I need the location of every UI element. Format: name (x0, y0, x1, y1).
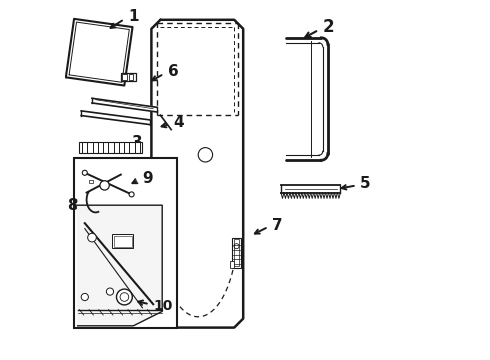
Bar (232, 238, 241, 268)
Circle shape (129, 192, 134, 197)
Text: 1: 1 (128, 9, 139, 24)
Bar (129, 74, 133, 80)
Circle shape (81, 293, 88, 301)
Text: 9: 9 (143, 171, 153, 186)
Circle shape (117, 289, 132, 305)
Polygon shape (81, 111, 149, 125)
Text: 3: 3 (132, 135, 142, 150)
Text: 2: 2 (322, 18, 334, 36)
Text: 8: 8 (67, 198, 77, 213)
Text: 5: 5 (360, 176, 371, 191)
Bar (79, 142, 143, 153)
Bar (122, 74, 126, 80)
Bar (74, 158, 176, 328)
Text: 7: 7 (272, 217, 283, 233)
Bar (230, 261, 234, 268)
Bar (112, 234, 133, 248)
Bar (234, 239, 239, 266)
Bar (89, 180, 93, 183)
Bar (121, 73, 136, 81)
Circle shape (88, 233, 97, 242)
Text: 10: 10 (153, 299, 172, 313)
Polygon shape (92, 98, 157, 112)
Circle shape (100, 181, 109, 190)
Polygon shape (77, 205, 162, 326)
Bar (114, 236, 132, 247)
Polygon shape (281, 185, 341, 193)
Circle shape (82, 170, 87, 175)
Text: 4: 4 (173, 115, 184, 130)
Text: 6: 6 (168, 64, 178, 80)
Circle shape (106, 288, 114, 295)
